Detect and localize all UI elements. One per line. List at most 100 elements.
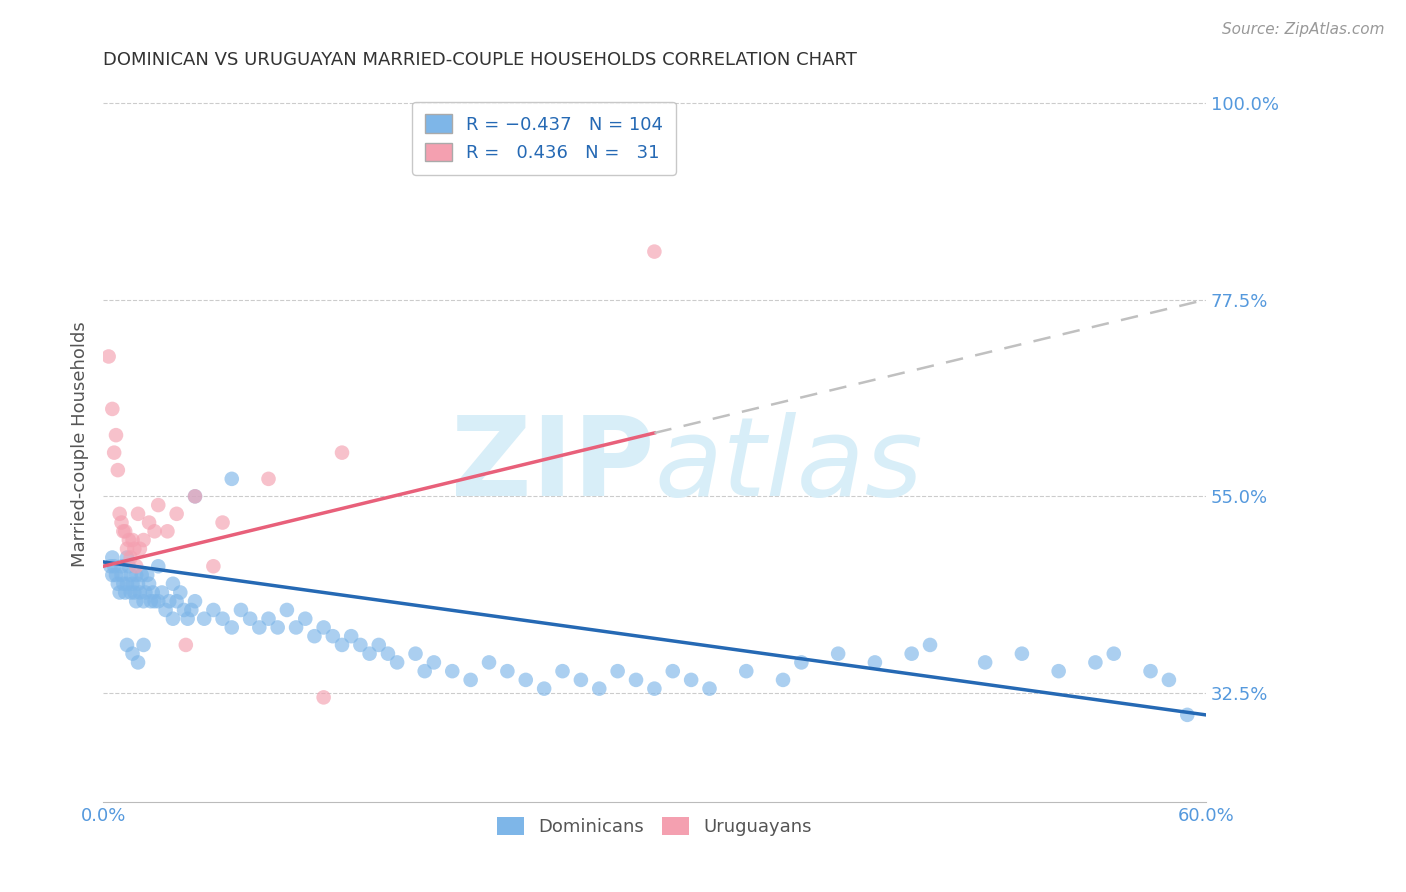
Point — [569, 673, 592, 687]
Point — [239, 612, 262, 626]
Point — [1139, 664, 1161, 678]
Point — [125, 559, 148, 574]
Point — [221, 472, 243, 486]
Point — [121, 647, 143, 661]
Point — [180, 603, 202, 617]
Point — [103, 445, 125, 459]
Point — [139, 594, 162, 608]
Point — [104, 568, 127, 582]
Point — [257, 612, 280, 626]
Point — [134, 585, 156, 599]
Text: ZIP: ZIP — [451, 412, 654, 519]
Point — [312, 620, 335, 634]
Point — [138, 516, 160, 530]
Point — [211, 612, 233, 626]
Point — [193, 612, 215, 626]
Point — [900, 647, 922, 661]
Point — [118, 533, 141, 547]
Point — [112, 524, 135, 539]
Point — [132, 533, 155, 547]
Point — [184, 594, 207, 608]
Point — [127, 507, 149, 521]
Point — [330, 638, 353, 652]
Point — [127, 576, 149, 591]
Point — [460, 673, 482, 687]
Point — [162, 576, 184, 591]
Point — [359, 647, 381, 661]
Point — [551, 664, 574, 678]
Point — [790, 656, 813, 670]
Point — [124, 585, 146, 599]
Point — [107, 576, 129, 591]
Point — [115, 541, 138, 556]
Point — [100, 559, 122, 574]
Point — [115, 576, 138, 591]
Point — [367, 638, 389, 652]
Point — [1011, 647, 1033, 661]
Point — [108, 585, 131, 599]
Point — [150, 585, 173, 599]
Point — [247, 620, 270, 634]
Point — [441, 664, 464, 678]
Point — [108, 507, 131, 521]
Point — [340, 629, 363, 643]
Point — [124, 541, 146, 556]
Point — [120, 585, 142, 599]
Point — [110, 568, 132, 582]
Point — [121, 533, 143, 547]
Point — [276, 603, 298, 617]
Y-axis label: Married-couple Households: Married-couple Households — [72, 321, 89, 566]
Point — [132, 638, 155, 652]
Point — [211, 516, 233, 530]
Text: DOMINICAN VS URUGUAYAN MARRIED-COUPLE HOUSEHOLDS CORRELATION CHART: DOMINICAN VS URUGUAYAN MARRIED-COUPLE HO… — [103, 51, 858, 69]
Point — [176, 612, 198, 626]
Point — [515, 673, 537, 687]
Point — [413, 664, 436, 678]
Point — [202, 559, 225, 574]
Point — [142, 585, 165, 599]
Point — [174, 638, 197, 652]
Point — [101, 401, 124, 416]
Text: atlas: atlas — [654, 412, 922, 519]
Point — [115, 550, 138, 565]
Point — [125, 568, 148, 582]
Point — [110, 559, 132, 574]
Point — [377, 647, 399, 661]
Point — [1084, 656, 1107, 670]
Point — [121, 576, 143, 591]
Legend: Dominicans, Uruguayans: Dominicans, Uruguayans — [489, 810, 820, 844]
Point — [148, 594, 170, 608]
Point — [156, 524, 179, 539]
Point — [699, 681, 721, 696]
Point — [322, 629, 344, 643]
Point — [127, 656, 149, 670]
Point — [103, 559, 125, 574]
Point — [827, 647, 849, 661]
Point — [661, 664, 683, 678]
Point — [643, 244, 665, 259]
Point — [312, 690, 335, 705]
Point — [104, 428, 127, 442]
Point — [974, 656, 997, 670]
Point — [114, 585, 136, 599]
Point — [128, 585, 150, 599]
Point — [166, 594, 188, 608]
Point — [110, 516, 132, 530]
Point — [184, 489, 207, 503]
Point — [125, 594, 148, 608]
Point — [294, 612, 316, 626]
Point — [257, 472, 280, 486]
Point — [120, 550, 142, 565]
Point — [155, 603, 177, 617]
Point — [131, 568, 153, 582]
Point — [101, 550, 124, 565]
Point — [496, 664, 519, 678]
Point — [423, 656, 446, 670]
Point — [681, 673, 703, 687]
Point — [136, 568, 159, 582]
Point — [138, 576, 160, 591]
Point — [169, 585, 191, 599]
Point — [735, 664, 758, 678]
Point — [148, 559, 170, 574]
Point — [405, 647, 427, 661]
